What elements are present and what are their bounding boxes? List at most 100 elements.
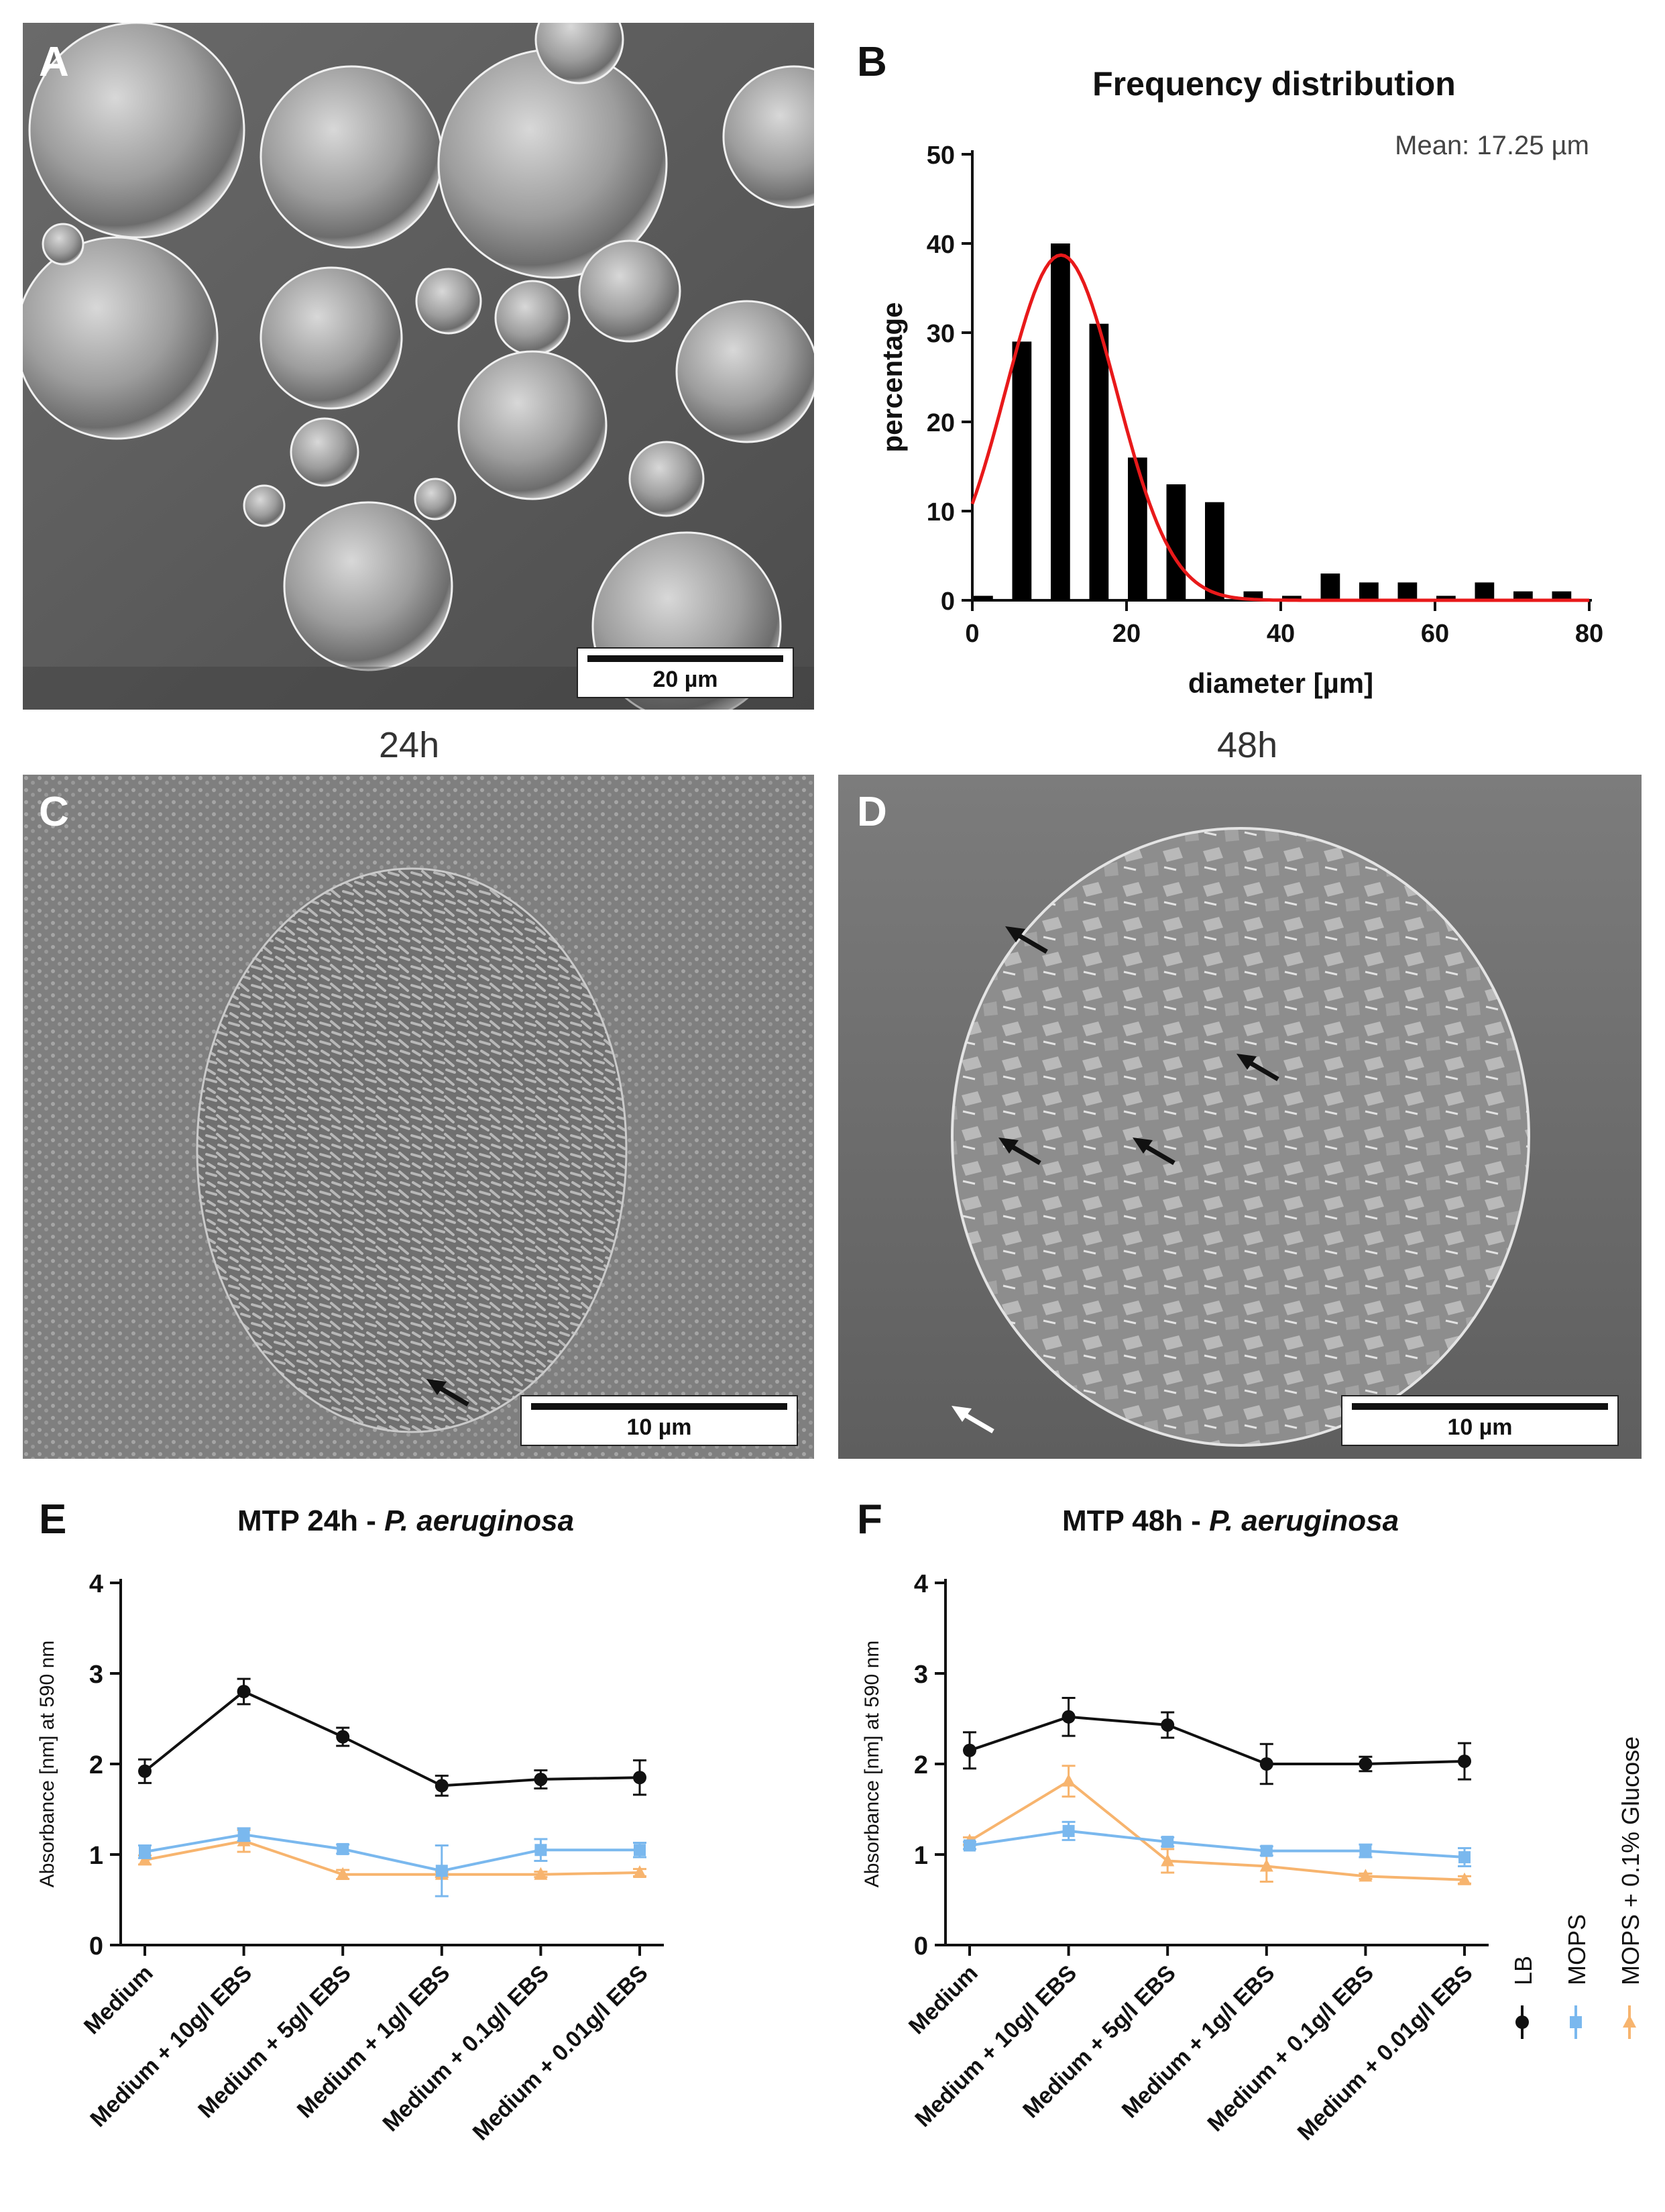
arrow-icon: [996, 1133, 1043, 1167]
data-point: [1359, 1844, 1372, 1857]
data-point: [337, 1842, 349, 1855]
chart-title-species: P. aeruginosa: [384, 1504, 574, 1537]
data-point: [435, 1779, 449, 1793]
bar: [1397, 582, 1418, 600]
y-tick-label: 20: [927, 409, 955, 437]
y-tick-label: 0: [914, 1932, 928, 1960]
data-point: [634, 1844, 646, 1857]
time-label-24h: 24h: [379, 725, 440, 765]
bar: [1282, 596, 1302, 600]
x-tick-label: Medium + 10g/l EBS: [85, 1960, 257, 2132]
sem-image-48h: [838, 775, 1642, 1459]
line-chart-48h: MTP 48h - P. aeruginosa 0 1 2 3 4 Absorbance […: [861, 1504, 1644, 2146]
bar: [1089, 323, 1109, 600]
bar: [1166, 484, 1186, 600]
data-point: [1062, 1824, 1075, 1837]
chart-title: MTP 48h - P. aeruginosa: [1062, 1504, 1399, 1537]
data-point: [1458, 1872, 1471, 1885]
panel-letter-e: E: [39, 1496, 67, 1543]
data-point: [534, 1772, 548, 1786]
series-line: [969, 1715, 1465, 1765]
panel-letter-a: A: [39, 39, 69, 85]
data-point: [1061, 1773, 1076, 1787]
y-tick-label: 0: [89, 1932, 103, 1960]
mean-annotation: Mean: 17.25 µm: [1395, 131, 1589, 160]
y-tick-label: 10: [927, 498, 955, 527]
legend-label: LB: [1509, 1956, 1537, 1985]
data-point: [1259, 1859, 1273, 1872]
data-point: [138, 1764, 152, 1778]
legend-label: MOPS: [1563, 1914, 1591, 1985]
data-point: [964, 1839, 976, 1852]
scalebar-label: 20 µm: [652, 667, 718, 692]
y-axis-label: percentage: [876, 302, 908, 452]
data-point: [1458, 1851, 1471, 1864]
bar: [1320, 573, 1340, 600]
legend-marker: [1570, 2016, 1582, 2028]
histogram-chart: Frequency distribution Mean: 17.25 µm 0 10 2…: [876, 65, 1603, 699]
time-label-48h: 48h: [1217, 725, 1278, 765]
data-point: [633, 1865, 646, 1878]
data-point: [1359, 1869, 1373, 1882]
legend-marker: [1515, 2015, 1529, 2029]
y-tick-label: 1: [914, 1842, 928, 1870]
x-tick-label: Medium + 0.1g/l EBS: [378, 1960, 554, 2137]
data-point: [336, 1867, 350, 1880]
y-tick-label: 4: [914, 1570, 928, 1598]
x-tick-label: Medium + 10g/l EBS: [910, 1960, 1082, 2132]
series-line: [969, 1829, 1465, 1859]
data-point: [534, 1867, 548, 1880]
data-point: [1061, 1710, 1076, 1724]
data-point: [435, 1865, 448, 1877]
series-line: [968, 1779, 1465, 1881]
bar: [1552, 591, 1572, 600]
panel-letter-d: D: [857, 789, 887, 835]
x-tick-label: Medium + 0.1g/l EBS: [1202, 1960, 1379, 2137]
y-tick-label: 4: [89, 1570, 103, 1598]
chart-title: MTP 24h - P. aeruginosa: [237, 1504, 574, 1537]
arrow-icon: [1234, 1050, 1281, 1083]
x-tick-label: Medium + 0.01g/l EBS: [1293, 1960, 1478, 2146]
series-line: [144, 1839, 640, 1876]
bar: [1051, 243, 1070, 600]
x-tick-label: 60: [1421, 620, 1449, 648]
data-point: [139, 1845, 151, 1858]
white-arrow-icon: [949, 1402, 996, 1435]
data-point: [1161, 1853, 1175, 1867]
bar: [1475, 582, 1495, 600]
gaussian-fit-line: [970, 253, 1589, 602]
data-point: [1161, 1836, 1174, 1848]
scalebar-line: [531, 1403, 787, 1410]
bar: [1205, 502, 1224, 600]
chart-title-main: MTP 24h -: [237, 1504, 384, 1537]
series-line: [144, 1833, 640, 1873]
data-point: [237, 1685, 251, 1698]
y-tick-label: 2: [914, 1751, 928, 1779]
y-tick-label: 3: [89, 1661, 103, 1689]
y-tick-label: 2: [89, 1751, 103, 1779]
line-chart-24h: MTP 24h - P. aeruginosa 0 1 2 3 4 Absorbance […: [36, 1504, 664, 2146]
scalebar-a: 20 µm: [577, 647, 794, 698]
scalebar-label: 10 µm: [626, 1415, 692, 1440]
chart-title-species: P. aeruginosa: [1209, 1504, 1399, 1537]
arrow-icon: [424, 1375, 471, 1408]
y-tick-label: 0: [941, 588, 955, 616]
bar: [1128, 457, 1147, 600]
data-point: [1458, 1754, 1471, 1768]
scalebar-label: 10 µm: [1447, 1415, 1513, 1440]
y-axis-label: Absorbance [nm] at 590 nm: [36, 1641, 58, 1888]
legend-label: MOPS + 0.1% Glucose: [1617, 1736, 1644, 1985]
bar: [1012, 341, 1032, 600]
series-line: [143, 1690, 640, 1787]
x-axis-label: diameter [µm]: [1188, 667, 1373, 699]
x-tick-label: 20: [1112, 620, 1141, 648]
data-point: [633, 1771, 646, 1785]
bar: [974, 596, 993, 600]
legend-marker: [1623, 2015, 1636, 2028]
data-point: [237, 1828, 250, 1841]
data-point: [1260, 1844, 1273, 1857]
y-tick-label: 50: [927, 142, 955, 170]
data-point: [1359, 1757, 1373, 1771]
x-tick-label: Medium + 0.01g/l EBS: [468, 1960, 653, 2146]
scalebar-c: 10 µm: [520, 1395, 798, 1446]
